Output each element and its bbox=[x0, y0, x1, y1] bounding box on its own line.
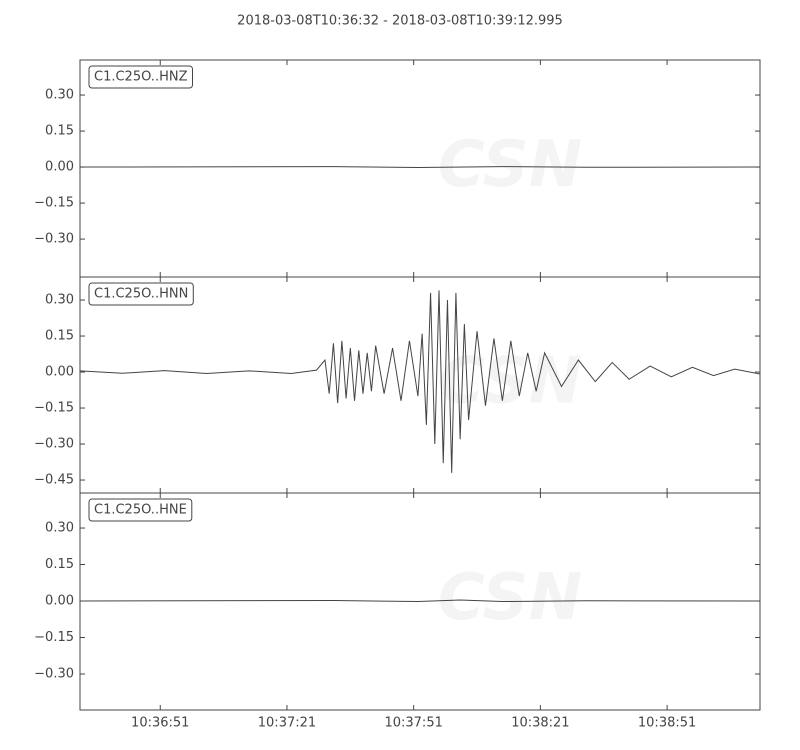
chart-title: 2018-03-08T10:36:32 - 2018-03-08T10:39:1… bbox=[237, 14, 563, 29]
axes-frame bbox=[79, 276, 761, 494]
y-tick-label: −0.30 bbox=[34, 232, 74, 247]
y-tick-label: 0.30 bbox=[45, 521, 74, 536]
watermark: CSN bbox=[438, 561, 582, 635]
y-tick-label: 0.00 bbox=[45, 160, 74, 175]
legend-label: C1.C25O..HNN bbox=[94, 287, 188, 302]
trace bbox=[79, 166, 761, 169]
y-tick-label: 0.00 bbox=[45, 365, 74, 380]
legend-box bbox=[88, 282, 194, 306]
legend-label: C1.C25O..HNE bbox=[94, 503, 187, 518]
y-tick-label: 0.30 bbox=[45, 88, 74, 103]
y-tick-label: 0.00 bbox=[45, 594, 74, 609]
y-tick-label: −0.45 bbox=[34, 473, 74, 488]
y-tick-label: 0.15 bbox=[45, 557, 74, 572]
legend-box bbox=[88, 498, 193, 522]
y-tick-label: −0.30 bbox=[34, 666, 74, 681]
x-tick-label: 10:38:21 bbox=[511, 716, 569, 731]
y-tick-label: 0.15 bbox=[45, 124, 74, 139]
y-tick-label: −0.15 bbox=[34, 630, 74, 645]
x-tick-label: 10:37:21 bbox=[258, 716, 316, 731]
y-tick-label: 0.15 bbox=[45, 329, 74, 344]
y-tick-label: −0.15 bbox=[34, 401, 74, 416]
y-tick-label: 0.30 bbox=[45, 293, 74, 308]
axes-frame bbox=[79, 492, 761, 711]
legend-box bbox=[88, 65, 193, 89]
axes-frame bbox=[79, 59, 761, 278]
x-tick-label: 10:37:51 bbox=[384, 716, 442, 731]
trace bbox=[79, 599, 761, 603]
x-tick-label: 10:38:51 bbox=[638, 716, 696, 731]
legend-label: C1.C25O..HNZ bbox=[94, 70, 188, 85]
y-tick-label: −0.15 bbox=[34, 196, 74, 211]
x-tick-label: 10:36:51 bbox=[131, 716, 189, 731]
trace bbox=[79, 290, 761, 473]
watermark: CSN bbox=[438, 128, 582, 202]
y-tick-label: −0.30 bbox=[34, 437, 74, 452]
